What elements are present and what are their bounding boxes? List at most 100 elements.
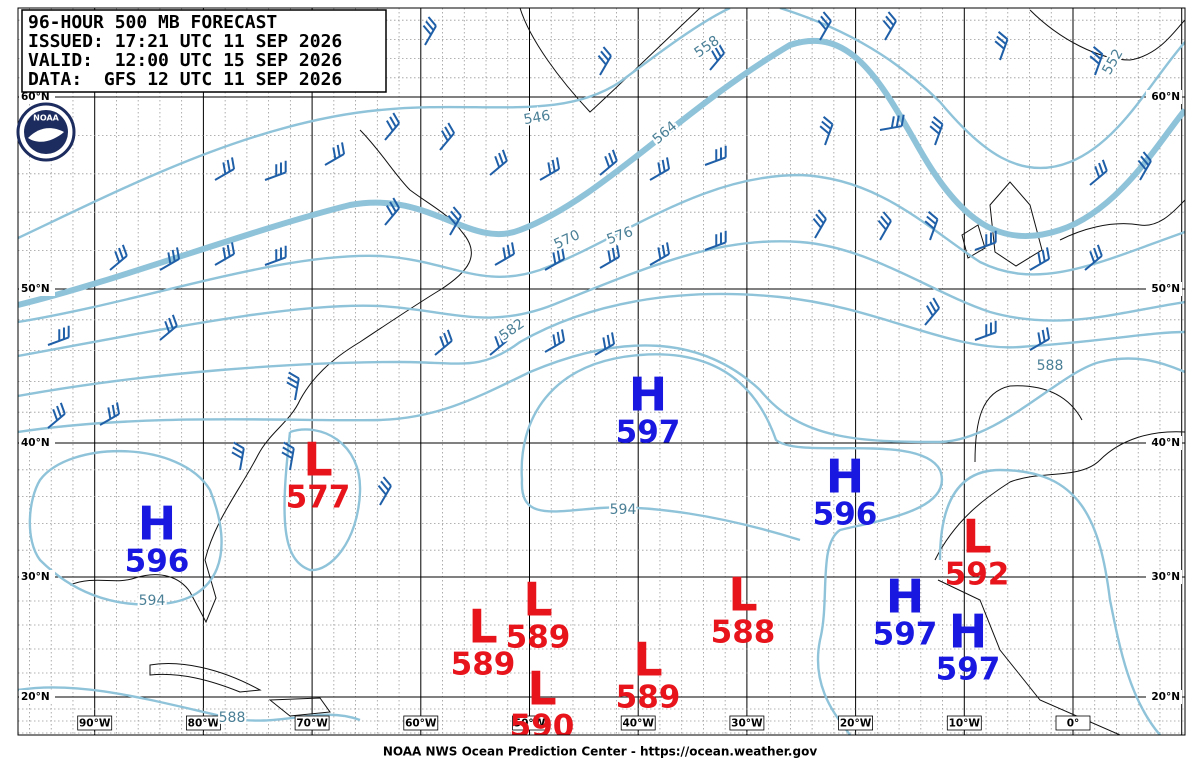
barb-staff	[384, 122, 400, 141]
barb-staff	[599, 256, 620, 269]
logo-text: NOAA	[33, 114, 59, 123]
barb-feather	[929, 125, 940, 135]
barb-feather	[222, 162, 227, 175]
barb-staff	[289, 448, 295, 471]
barb-feather	[724, 230, 727, 243]
barb-staff	[974, 331, 997, 341]
barb-staff	[1094, 53, 1104, 76]
barb-staff	[999, 38, 1009, 61]
center-value: 596	[125, 544, 190, 580]
barb-staff	[424, 25, 437, 46]
barb-feather	[819, 125, 830, 135]
barb-feather	[719, 147, 722, 160]
barb-feather	[502, 247, 507, 260]
barb-staff	[819, 20, 832, 41]
center-value: 577	[286, 480, 351, 516]
barb-feather	[710, 50, 719, 62]
barb-feather	[422, 25, 432, 36]
barb-feather	[616, 245, 621, 258]
barb-feather	[608, 152, 614, 165]
lat-label-box	[19, 690, 55, 704]
wind-barb	[974, 230, 997, 251]
barb-feather	[52, 408, 59, 421]
barb-feather	[440, 130, 449, 142]
latitude-label: 40°N	[1151, 437, 1180, 449]
wind-barb	[709, 42, 726, 71]
barb-staff	[384, 207, 400, 226]
longitude-label: 30°W	[731, 718, 763, 730]
lat-label-box	[19, 282, 55, 296]
barb-staff	[1029, 338, 1050, 351]
barb-staff	[489, 160, 508, 176]
barb-staff	[494, 253, 515, 266]
longitude-label: 90°W	[79, 718, 111, 730]
barb-feather	[164, 320, 171, 333]
wind-barb	[324, 142, 346, 166]
wind-barb	[877, 211, 892, 241]
barb-feather	[233, 441, 245, 450]
barb-staff	[594, 343, 615, 356]
barb-feather	[719, 232, 722, 245]
center-value: 588	[711, 615, 776, 651]
barb-feather	[882, 211, 892, 222]
lon-label-box	[512, 715, 547, 731]
header-panel	[21, 9, 387, 93]
barb-feather	[1037, 332, 1042, 345]
wind-barb	[489, 149, 508, 176]
longitude-label: 60°W	[405, 718, 437, 730]
barb-feather	[556, 331, 561, 344]
barb-feather	[1140, 155, 1150, 166]
coastline	[989, 181, 1043, 267]
barb-feather	[887, 11, 897, 22]
wind-barb	[704, 145, 727, 166]
barb-feather	[890, 116, 895, 129]
barb-feather	[427, 16, 437, 27]
barb-staff	[109, 255, 128, 271]
barb-feather	[597, 55, 607, 66]
longitude-label: 80°W	[188, 718, 220, 730]
lat-label-box	[19, 436, 55, 450]
barb-feather	[561, 329, 566, 342]
latitude-label: 40°N	[21, 437, 50, 449]
wind-barb	[47, 325, 70, 346]
lon-label-box	[294, 715, 330, 731]
wind-barb	[159, 247, 181, 271]
contour-label: 594	[139, 593, 166, 609]
wind-barb	[384, 112, 401, 141]
barb-staff	[214, 253, 235, 266]
contour-line	[283, 428, 362, 572]
barb-feather	[666, 242, 671, 255]
center-value: 597	[873, 617, 938, 653]
barb-feather	[389, 116, 397, 128]
barb-feather	[985, 324, 988, 336]
coastline	[961, 224, 986, 259]
wind-barb	[384, 197, 401, 226]
barb-feather	[556, 249, 561, 262]
coastline	[204, 129, 472, 561]
barb-feather	[385, 120, 394, 132]
center-letter: L	[468, 600, 497, 654]
center-value: 597	[616, 415, 681, 451]
barb-feather	[1046, 327, 1051, 340]
barb-feather	[494, 155, 501, 168]
header-line: 96-HOUR 500 MB FORECAST	[28, 12, 277, 33]
contour-line	[18, 686, 361, 722]
barb-feather	[1101, 159, 1108, 172]
center-letter: L	[523, 573, 552, 627]
barb-feather	[556, 157, 561, 170]
barb-feather	[171, 249, 176, 262]
barb-staff	[159, 325, 178, 341]
barb-feather	[1041, 249, 1046, 262]
wind-barb	[286, 371, 300, 401]
barb-feather	[377, 485, 387, 496]
barb-feather	[116, 402, 121, 415]
wind-barb	[231, 441, 245, 471]
barb-feather	[392, 197, 401, 209]
barb-feather	[275, 164, 278, 176]
wind-barb	[594, 332, 616, 356]
barb-feather	[997, 31, 1009, 41]
barb-feather	[341, 142, 346, 155]
barb-feather	[1089, 55, 1100, 65]
barb-feather	[552, 334, 557, 347]
barb-feather	[281, 451, 293, 460]
